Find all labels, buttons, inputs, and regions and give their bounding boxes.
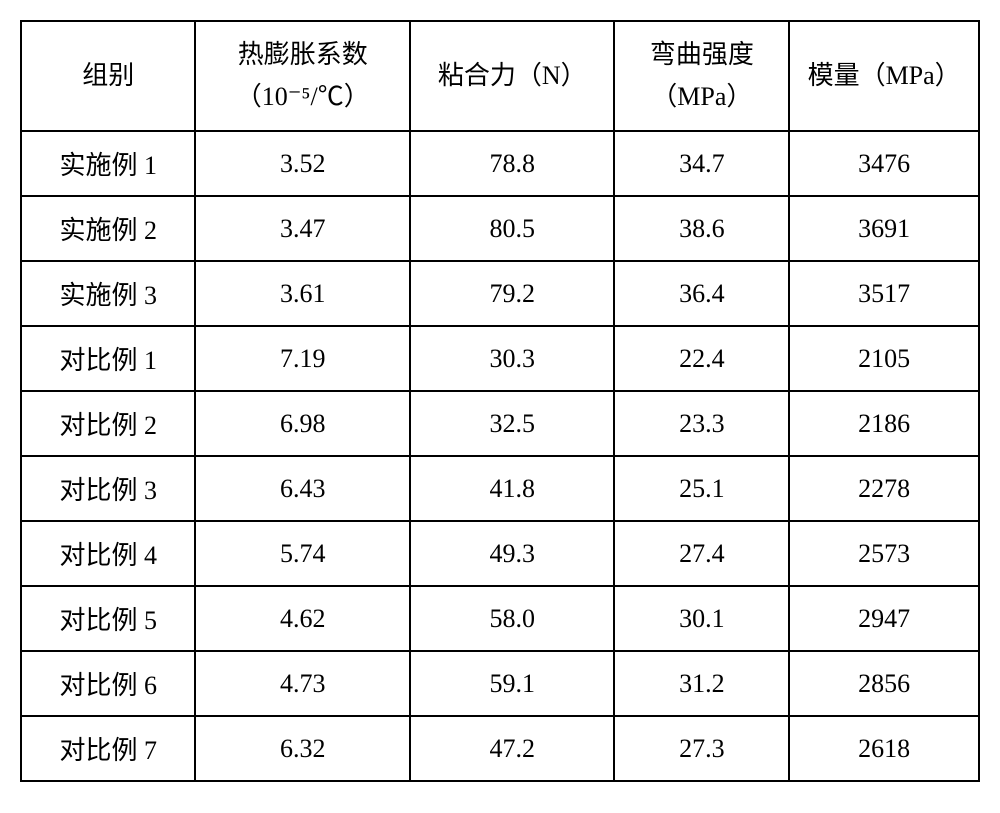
- header-flexural: 弯曲强度 （MPa）: [614, 21, 789, 131]
- table-row: 对比例 3 6.43 41.8 25.1 2278: [21, 456, 979, 521]
- cell-adhesion: 32.5: [410, 391, 615, 456]
- cell-group: 对比例 6: [21, 651, 195, 716]
- cell-cte: 3.61: [195, 261, 410, 326]
- cell-group: 对比例 1: [21, 326, 195, 391]
- table-row: 对比例 6 4.73 59.1 31.2 2856: [21, 651, 979, 716]
- cell-cte: 6.32: [195, 716, 410, 781]
- cell-adhesion: 59.1: [410, 651, 615, 716]
- table-row: 对比例 1 7.19 30.3 22.4 2105: [21, 326, 979, 391]
- cell-modulus: 3476: [789, 131, 979, 196]
- cell-flexural: 38.6: [614, 196, 789, 261]
- cell-flexural: 34.7: [614, 131, 789, 196]
- cell-modulus: 2856: [789, 651, 979, 716]
- cell-modulus: 3691: [789, 196, 979, 261]
- table-header: 组别 热膨胀系数 （10⁻⁵/℃） 粘合力（N） 弯曲强度 （MPa） 模量（M…: [21, 21, 979, 131]
- cell-flexural: 30.1: [614, 586, 789, 651]
- cell-cte: 7.19: [195, 326, 410, 391]
- cell-adhesion: 78.8: [410, 131, 615, 196]
- cell-group: 对比例 3: [21, 456, 195, 521]
- header-label-line1: 弯曲强度: [623, 34, 780, 76]
- cell-modulus: 2105: [789, 326, 979, 391]
- cell-cte: 3.52: [195, 131, 410, 196]
- cell-flexural: 31.2: [614, 651, 789, 716]
- table-row: 对比例 7 6.32 47.2 27.3 2618: [21, 716, 979, 781]
- cell-flexural: 23.3: [614, 391, 789, 456]
- header-label-line2: （MPa）: [623, 76, 780, 118]
- table-row: 对比例 5 4.62 58.0 30.1 2947: [21, 586, 979, 651]
- cell-flexural: 27.4: [614, 521, 789, 586]
- cell-flexural: 27.3: [614, 716, 789, 781]
- header-label: 组别: [82, 61, 134, 90]
- header-label: 模量（MPa）: [808, 61, 961, 90]
- cell-cte: 4.73: [195, 651, 410, 716]
- cell-cte: 4.62: [195, 586, 410, 651]
- cell-modulus: 3517: [789, 261, 979, 326]
- header-modulus: 模量（MPa）: [789, 21, 979, 131]
- header-label: 粘合力（N）: [438, 61, 587, 90]
- header-adhesion: 粘合力（N）: [410, 21, 615, 131]
- cell-group: 实施例 2: [21, 196, 195, 261]
- table-row: 实施例 1 3.52 78.8 34.7 3476: [21, 131, 979, 196]
- table-row: 实施例 3 3.61 79.2 36.4 3517: [21, 261, 979, 326]
- cell-cte: 6.43: [195, 456, 410, 521]
- cell-group: 实施例 1: [21, 131, 195, 196]
- cell-adhesion: 49.3: [410, 521, 615, 586]
- cell-flexural: 36.4: [614, 261, 789, 326]
- material-properties-table: 组别 热膨胀系数 （10⁻⁵/℃） 粘合力（N） 弯曲强度 （MPa） 模量（M…: [20, 20, 980, 782]
- table-row: 实施例 2 3.47 80.5 38.6 3691: [21, 196, 979, 261]
- cell-modulus: 2573: [789, 521, 979, 586]
- table-body: 实施例 1 3.52 78.8 34.7 3476 实施例 2 3.47 80.…: [21, 131, 979, 781]
- cell-cte: 6.98: [195, 391, 410, 456]
- cell-group: 对比例 7: [21, 716, 195, 781]
- cell-adhesion: 79.2: [410, 261, 615, 326]
- cell-adhesion: 41.8: [410, 456, 615, 521]
- cell-adhesion: 58.0: [410, 586, 615, 651]
- cell-flexural: 25.1: [614, 456, 789, 521]
- cell-group: 对比例 5: [21, 586, 195, 651]
- header-label-line1: 热膨胀系数: [204, 34, 401, 76]
- header-row: 组别 热膨胀系数 （10⁻⁵/℃） 粘合力（N） 弯曲强度 （MPa） 模量（M…: [21, 21, 979, 131]
- cell-modulus: 2278: [789, 456, 979, 521]
- header-label-line2: （10⁻⁵/℃）: [204, 76, 401, 118]
- cell-flexural: 22.4: [614, 326, 789, 391]
- cell-modulus: 2618: [789, 716, 979, 781]
- cell-group: 对比例 2: [21, 391, 195, 456]
- cell-adhesion: 47.2: [410, 716, 615, 781]
- table-row: 对比例 2 6.98 32.5 23.3 2186: [21, 391, 979, 456]
- cell-modulus: 2947: [789, 586, 979, 651]
- header-cte: 热膨胀系数 （10⁻⁵/℃）: [195, 21, 410, 131]
- cell-modulus: 2186: [789, 391, 979, 456]
- cell-group: 实施例 3: [21, 261, 195, 326]
- header-group: 组别: [21, 21, 195, 131]
- cell-adhesion: 30.3: [410, 326, 615, 391]
- table-row: 对比例 4 5.74 49.3 27.4 2573: [21, 521, 979, 586]
- cell-group: 对比例 4: [21, 521, 195, 586]
- cell-adhesion: 80.5: [410, 196, 615, 261]
- cell-cte: 5.74: [195, 521, 410, 586]
- cell-cte: 3.47: [195, 196, 410, 261]
